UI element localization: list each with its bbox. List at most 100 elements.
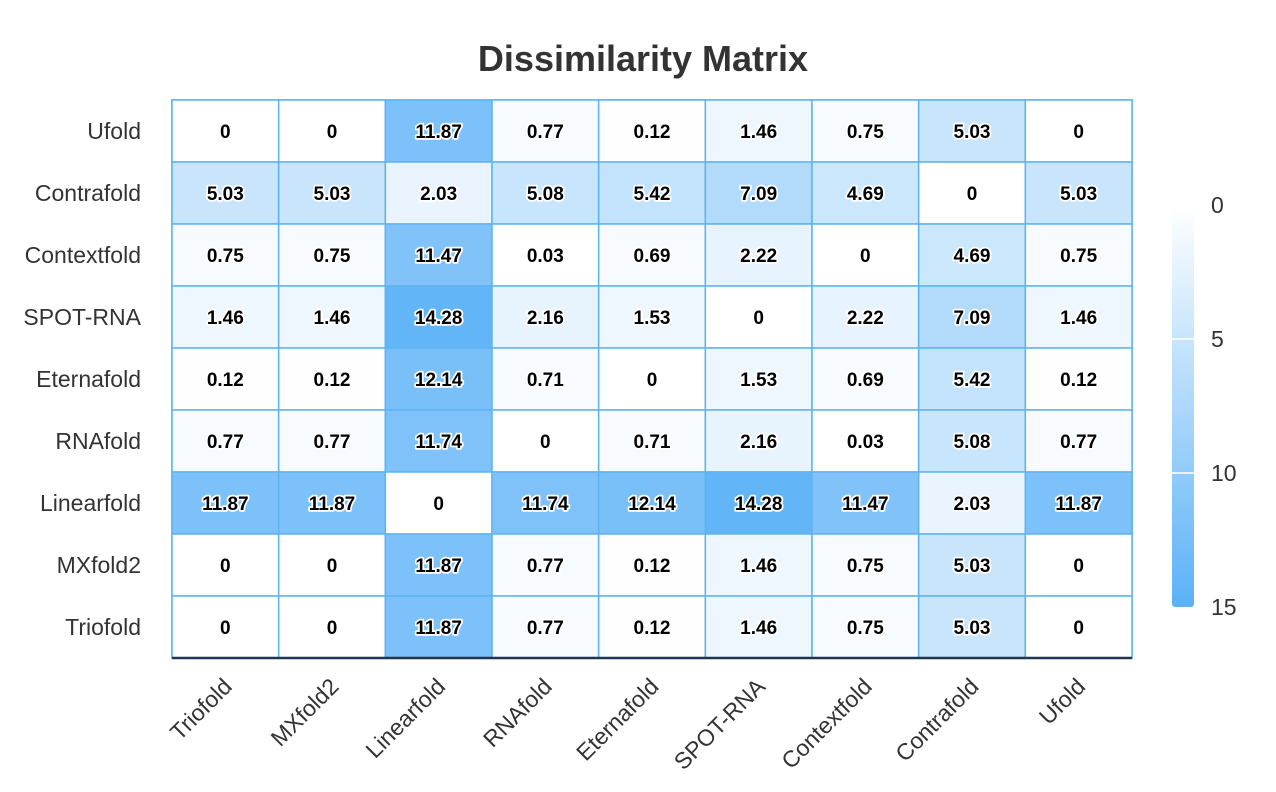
x-tick-label: Contrafold bbox=[890, 673, 983, 766]
cell-value-label: 0.12 bbox=[207, 370, 244, 391]
cell-value-label: 11.47 bbox=[415, 246, 462, 267]
cell-value-label: 11.74 bbox=[415, 432, 462, 453]
cell-value-label: 0 bbox=[220, 122, 231, 143]
cell-value-label: 5.03 bbox=[954, 618, 991, 639]
cell-value-label: 0.77 bbox=[527, 618, 564, 639]
color-scale-tick-label: 15 bbox=[1211, 594, 1237, 620]
y-tick-label: MXfold2 bbox=[57, 552, 141, 578]
cell-value-label: 0 bbox=[327, 556, 338, 577]
y-tick-label: Eternafold bbox=[36, 366, 141, 392]
heatmap-cell bbox=[917, 99, 1027, 163]
cell-value-label: 7.09 bbox=[740, 184, 777, 205]
cell-value-label: 4.69 bbox=[847, 184, 884, 205]
heatmap-cell bbox=[1024, 347, 1133, 411]
heatmap-cell bbox=[277, 161, 387, 225]
heatmap-cell bbox=[384, 223, 493, 287]
cell-value-label: 0 bbox=[220, 556, 231, 577]
y-tick-label: Contrafold bbox=[35, 180, 141, 206]
heatmap-cell bbox=[917, 223, 1027, 287]
color-scale-tick-label: 5 bbox=[1211, 326, 1224, 352]
cell-value-label: 0.75 bbox=[207, 246, 244, 267]
y-axis-labels: Ufold Contrafold Contextfold SPOT-RNA Eterna… bbox=[23, 118, 141, 640]
cell-value-label: 5.03 bbox=[207, 184, 244, 205]
y-tick-label: RNAfold bbox=[55, 428, 141, 454]
x-tick-label: Linearfold bbox=[360, 673, 450, 763]
cell-value-label: 12.14 bbox=[415, 370, 463, 391]
heatmap-cell bbox=[491, 471, 600, 535]
cell-value-label: 5.08 bbox=[527, 184, 564, 205]
cell-value-label: 2.16 bbox=[527, 308, 564, 329]
cell-value-label: 0 bbox=[647, 370, 658, 391]
heatmap-cell bbox=[811, 471, 920, 535]
cell-value-label: 11.74 bbox=[522, 494, 569, 515]
cell-value-label: 1.46 bbox=[740, 556, 777, 577]
heatmap-cell bbox=[811, 161, 920, 225]
cell-value-label: 1.46 bbox=[314, 308, 351, 329]
heatmap-cell bbox=[1024, 161, 1133, 225]
heatmap-cell bbox=[277, 471, 387, 535]
color-scale-bar bbox=[1172, 205, 1194, 607]
heatmap-cell bbox=[384, 533, 493, 597]
heatmap-cell bbox=[917, 347, 1027, 411]
cell-value-label: 0.75 bbox=[1060, 246, 1097, 267]
color-scale-legend: 0 5 10 15 bbox=[1172, 192, 1237, 620]
cell-value-label: 11.87 bbox=[415, 556, 462, 577]
heatmap-cell bbox=[597, 595, 707, 659]
x-tick-label: Ufold bbox=[1034, 673, 1090, 729]
y-tick-label: Triofold bbox=[65, 614, 141, 640]
cell-value-label: 0.12 bbox=[634, 556, 671, 577]
cell-value-label: 11.87 bbox=[415, 618, 462, 639]
heatmap-cell bbox=[917, 285, 1027, 349]
cell-value-label: 0.69 bbox=[634, 246, 671, 267]
cell-value-label: 0.77 bbox=[527, 122, 564, 143]
heatmap-cell bbox=[704, 99, 813, 163]
cell-value-label: 0.12 bbox=[634, 122, 671, 143]
cell-value-label: 14.28 bbox=[415, 308, 463, 329]
cell-value-label: 0.77 bbox=[527, 556, 564, 577]
cell-value-label: 2.22 bbox=[740, 246, 777, 267]
cell-value-label: 2.22 bbox=[847, 308, 884, 329]
heatmap-cell bbox=[597, 223, 707, 287]
heatmap-cell bbox=[491, 285, 600, 349]
heatmap-cell bbox=[704, 471, 813, 535]
heatmap-cell bbox=[491, 347, 600, 411]
cell-value-label: 0.71 bbox=[527, 370, 564, 391]
heatmap-cell bbox=[597, 533, 707, 597]
heatmap-cell bbox=[1024, 223, 1133, 287]
cell-value-label: 0.12 bbox=[634, 618, 671, 639]
cell-value-label: 1.46 bbox=[740, 618, 777, 639]
cell-value-label: 0.77 bbox=[207, 432, 244, 453]
cell-value-label: 11.87 bbox=[309, 494, 356, 515]
cell-value-label: 0.12 bbox=[1060, 370, 1097, 391]
heatmap-cell bbox=[171, 409, 280, 473]
heatmap-cell bbox=[384, 285, 493, 349]
cell-value-label: 2.16 bbox=[740, 432, 777, 453]
heatmap-cell bbox=[704, 161, 813, 225]
cell-value-label: 1.46 bbox=[207, 308, 244, 329]
heatmap-cell bbox=[491, 99, 600, 163]
cell-value-label: 5.03 bbox=[954, 556, 991, 577]
heatmap-cell bbox=[277, 595, 387, 659]
chart-title: Dissimilarity Matrix bbox=[478, 38, 808, 79]
cell-value-label: 0.77 bbox=[1060, 432, 1097, 453]
cell-value-label: 1.53 bbox=[740, 370, 777, 391]
cell-value-label: 14.28 bbox=[735, 494, 783, 515]
heatmap-cell bbox=[277, 99, 387, 163]
cell-value-label: 5.03 bbox=[1060, 184, 1097, 205]
heatmap-cell bbox=[491, 223, 600, 287]
cell-value-label: 0 bbox=[327, 618, 338, 639]
cell-value-label: 0.75 bbox=[314, 246, 351, 267]
cell-value-label: 12.14 bbox=[628, 494, 676, 515]
heatmap-cell bbox=[704, 595, 813, 659]
cell-value-label: 0 bbox=[753, 308, 764, 329]
cell-value-label: 0.69 bbox=[847, 370, 884, 391]
heatmap-cell bbox=[917, 161, 1027, 225]
cell-value-label: 1.46 bbox=[1060, 308, 1097, 329]
cell-value-label: 2.03 bbox=[954, 494, 991, 515]
x-tick-label: RNAfold bbox=[478, 673, 557, 752]
heatmap-cell bbox=[704, 409, 813, 473]
cell-value-label: 0 bbox=[1073, 556, 1084, 577]
cell-value-label: 0.03 bbox=[847, 432, 884, 453]
cell-value-label: 0 bbox=[220, 618, 231, 639]
cell-value-label: 5.08 bbox=[954, 432, 991, 453]
